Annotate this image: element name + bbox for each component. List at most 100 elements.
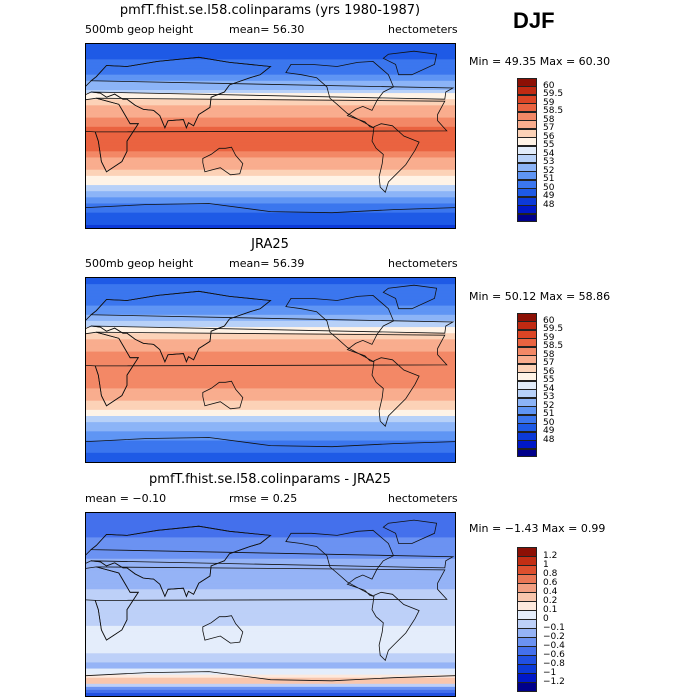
heatmap-band <box>86 537 455 542</box>
heatmap-band <box>86 290 455 294</box>
panel-1-map <box>85 43 456 229</box>
colorbar-tick-label: 48 <box>543 434 555 445</box>
heatmap-band <box>86 513 455 517</box>
heatmap-band <box>86 689 455 694</box>
heatmap-band <box>86 44 455 48</box>
heatmap-band <box>86 540 455 545</box>
heatmap-band <box>86 62 455 67</box>
colorbar-tick-label: 58.5 <box>543 106 564 117</box>
colorbar-swatch <box>517 682 537 692</box>
coastline-antarctica_line <box>86 203 455 214</box>
colorbar-tick-label: 52 <box>543 165 555 176</box>
heatmap-band <box>86 342 455 347</box>
heatmap-band <box>86 570 455 575</box>
heatmap-band <box>86 601 455 606</box>
colorbar-tick-label: 60 <box>543 315 555 326</box>
heatmap-band <box>86 324 455 328</box>
heatmap-band <box>86 650 455 654</box>
heatmap-band <box>86 428 455 432</box>
heatmap-band <box>86 77 455 82</box>
heatmap-band <box>86 434 455 439</box>
heatmap-band <box>86 419 455 423</box>
heatmap-band <box>86 311 455 316</box>
heatmap-band <box>86 139 455 143</box>
colorbar-tick-label: 50 <box>543 417 555 428</box>
heatmap-band <box>86 330 455 334</box>
panel-3-colorbar: 1.2 1 0.8 0.6 0.4 0.2 0.1 0 −0.1 −0.2 −0.4 −0.6 −0.8… <box>517 547 577 692</box>
heatmap-band <box>86 194 455 198</box>
heatmap-band <box>86 59 455 63</box>
colorbar-tick-label: 54 <box>543 148 555 159</box>
heatmap-band <box>86 592 455 596</box>
heatmap-band <box>86 56 455 60</box>
colorbar-tick-label: −0.4 <box>543 640 565 651</box>
colorbar-tick-label: 57 <box>543 123 555 134</box>
heatmap-band <box>86 360 455 365</box>
heatmap-band <box>86 65 455 70</box>
heatmap-band <box>86 558 455 563</box>
colorbar-tick-label: −1.2 <box>543 676 565 687</box>
coastline-greenland <box>382 284 438 310</box>
colorbar-tick-label: 59.5 <box>543 324 564 335</box>
heatmap-band <box>86 425 455 429</box>
heatmap-band <box>86 567 455 572</box>
heatmap-band <box>86 580 455 584</box>
colorbar-swatch <box>517 448 537 458</box>
colorbar-tick-label: −0.2 <box>543 631 565 642</box>
colorbar-swatch <box>517 213 537 223</box>
heatmap-band <box>86 357 455 362</box>
heatmap-band <box>86 111 455 116</box>
heatmap-band <box>86 403 455 408</box>
panel-2-minmax: Min = 50.12 Max = 58.86 <box>469 290 611 303</box>
heatmap-band <box>86 188 455 192</box>
colorbar-tick-label: 58 <box>543 114 555 125</box>
heatmap-band <box>86 625 455 630</box>
heatmap-band <box>86 431 455 435</box>
colorbar-tick-label: 55 <box>543 140 555 151</box>
heatmap-band <box>86 455 455 460</box>
heatmap-band <box>86 416 455 420</box>
heatmap-band <box>86 120 455 125</box>
heatmap-band <box>86 549 455 554</box>
heatmap-band <box>86 555 455 560</box>
colorbar-tick-label: 56 <box>543 131 555 142</box>
heatmap-band <box>86 583 455 587</box>
heatmap-band <box>86 671 455 676</box>
heatmap-band <box>86 680 455 685</box>
colorbar-tick-label: 51 <box>543 174 555 185</box>
heatmap-band <box>86 148 455 152</box>
heatmap-band <box>86 333 455 337</box>
colorbar-tick-label: 58.5 <box>543 341 564 352</box>
heatmap-band <box>86 320 455 325</box>
coastline-eurasia <box>89 290 455 363</box>
heatmap-band <box>86 589 455 593</box>
heatmap-band <box>86 53 455 57</box>
heatmap-band <box>86 47 455 51</box>
coastline-antarctica_line <box>86 671 455 682</box>
heatmap-band <box>86 668 455 673</box>
colorbar-tick-label: 1 <box>543 559 549 570</box>
colorbar-tick-label: 51 <box>543 409 555 420</box>
heatmap-band <box>86 525 455 529</box>
heatmap-band <box>86 212 455 217</box>
heatmap-band <box>86 665 455 670</box>
heatmap-band <box>86 586 455 590</box>
heatmap-band <box>86 123 455 128</box>
heatmap-band <box>86 166 455 171</box>
colorbar-tick-label: 50 <box>543 182 555 193</box>
colorbar-tick-label: 60 <box>543 80 555 91</box>
heatmap-band <box>86 388 455 393</box>
colorbar-tick-label: 52 <box>543 400 555 411</box>
heatmap-band <box>86 105 455 109</box>
heatmap-band <box>86 224 455 228</box>
colorbar-tick-label: −0.1 <box>543 622 565 633</box>
heatmap-band <box>86 308 455 313</box>
heatmap-band <box>86 659 455 664</box>
colorbar-tick-label: 0.2 <box>543 595 558 606</box>
heatmap-band <box>86 683 455 688</box>
heatmap-band <box>86 293 455 297</box>
heatmap-band <box>86 74 455 79</box>
heatmap-band <box>86 200 455 205</box>
colorbar-tick-label: 59 <box>543 97 555 108</box>
panel-1-minmax: Min = 49.35 Max = 60.30 <box>469 55 611 68</box>
